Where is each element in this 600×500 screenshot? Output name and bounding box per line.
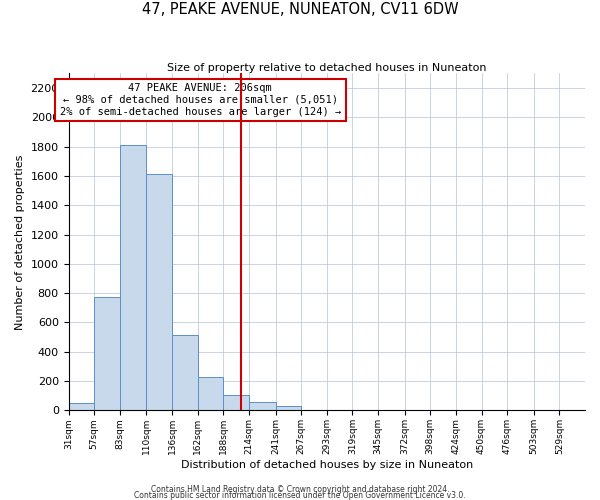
Bar bbox=[172, 335, 197, 410]
Bar bbox=[146, 174, 172, 410]
Y-axis label: Number of detached properties: Number of detached properties bbox=[15, 154, 25, 330]
Bar bbox=[223, 395, 249, 410]
Bar bbox=[68, 403, 94, 410]
Bar bbox=[275, 406, 301, 410]
Text: 47 PEAKE AVENUE: 206sqm
← 98% of detached houses are smaller (5,051)
2% of semi-: 47 PEAKE AVENUE: 206sqm ← 98% of detache… bbox=[59, 84, 341, 116]
Text: Contains HM Land Registry data © Crown copyright and database right 2024.: Contains HM Land Registry data © Crown c… bbox=[151, 485, 449, 494]
Title: Size of property relative to detached houses in Nuneaton: Size of property relative to detached ho… bbox=[167, 62, 487, 72]
Text: Contains public sector information licensed under the Open Government Licence v3: Contains public sector information licen… bbox=[134, 490, 466, 500]
Bar bbox=[94, 297, 120, 410]
X-axis label: Distribution of detached houses by size in Nuneaton: Distribution of detached houses by size … bbox=[181, 460, 473, 470]
Bar bbox=[249, 402, 275, 410]
Text: 47, PEAKE AVENUE, NUNEATON, CV11 6DW: 47, PEAKE AVENUE, NUNEATON, CV11 6DW bbox=[142, 2, 458, 18]
Bar bbox=[197, 376, 223, 410]
Bar bbox=[120, 145, 146, 410]
